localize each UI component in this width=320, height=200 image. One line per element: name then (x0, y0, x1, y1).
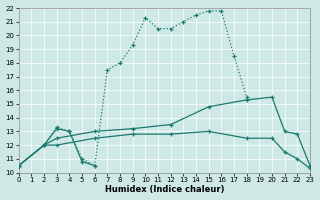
X-axis label: Humidex (Indice chaleur): Humidex (Indice chaleur) (105, 185, 224, 194)
